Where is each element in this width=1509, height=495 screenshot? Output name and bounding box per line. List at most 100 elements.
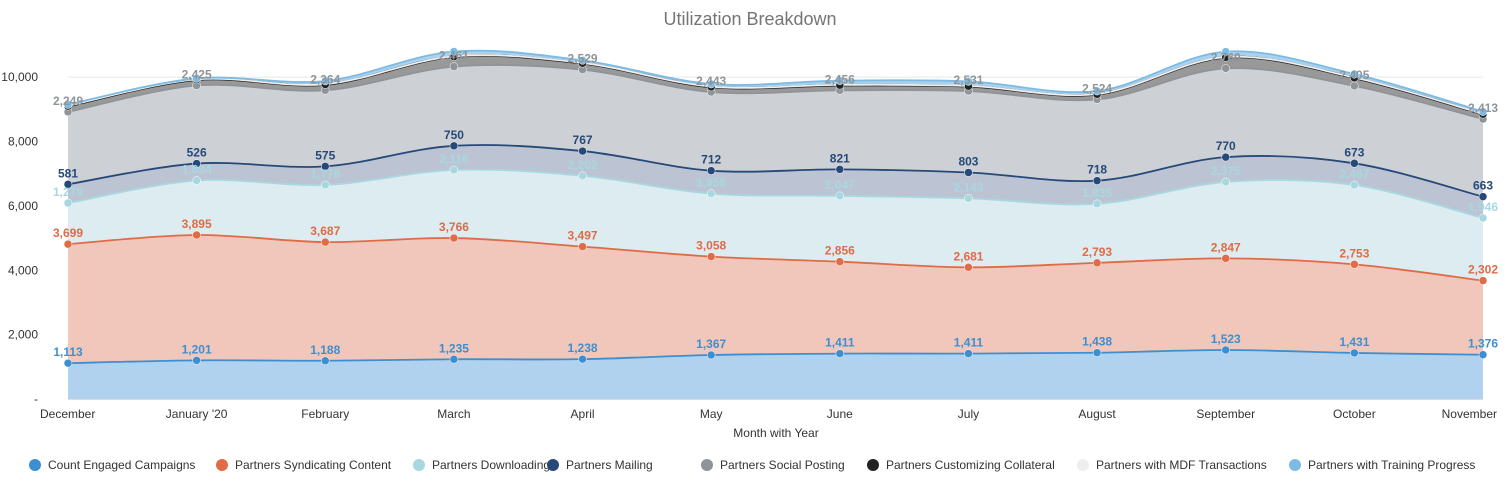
data-label-partners-mailing: 821 xyxy=(830,151,850,165)
y-tick-label: 2,000 xyxy=(8,328,38,342)
y-tick-label: 10,000 xyxy=(1,70,38,84)
data-label-partners-downloading: 2,202 xyxy=(568,158,598,172)
data-label-count-engaged-campaigns: 1,376 xyxy=(1468,337,1498,351)
legend-item-count-engaged-campaigns[interactable]: Count Engaged Campaigns xyxy=(29,458,195,472)
data-label-partners-downloading: 1,694 xyxy=(182,162,212,176)
area-count-engaged-campaigns xyxy=(68,349,1483,399)
point-partners-social-posting xyxy=(1350,81,1359,91)
legend-label: Partners Customizing Collateral xyxy=(886,458,1055,472)
point-count-engaged-campaigns xyxy=(835,349,845,358)
point-partners-downloading xyxy=(63,198,73,208)
data-label-partners-downloading: 1,835 xyxy=(1082,186,1112,200)
data-label-partners-downloading: 2,467 xyxy=(1339,167,1369,181)
data-label-partners-social-posting: 2,443 xyxy=(696,74,726,88)
data-label-partners-mailing: 718 xyxy=(1087,163,1107,177)
data-label-partners-syndicating-content: 3,687 xyxy=(310,224,340,238)
data-label-partners-downloading: 2,143 xyxy=(953,180,983,194)
point-partners-downloading xyxy=(321,180,330,190)
point-partners-downloading xyxy=(835,191,845,201)
point-partners-with-training-progress xyxy=(578,56,587,65)
legend-label: Count Engaged Campaigns xyxy=(48,458,195,472)
legend-item-partners-with-mdf-transactions[interactable]: Partners with MDF Transactions xyxy=(1077,458,1267,472)
x-tick-label: August xyxy=(1078,407,1116,421)
legend-label: Partners with Training Progress xyxy=(1308,458,1475,472)
point-count-engaged-campaigns xyxy=(1092,348,1102,357)
line-partners-syndicating-content xyxy=(67,234,1484,282)
point-partners-mailing xyxy=(1092,176,1102,185)
x-tick-label: June xyxy=(827,407,853,421)
legend-item-partners-social-posting[interactable]: Partners Social Posting xyxy=(701,458,845,472)
legend-label: Partners with MDF Transactions xyxy=(1096,458,1267,472)
y-tick-label: 6,000 xyxy=(8,199,38,213)
point-partners-mailing xyxy=(1221,152,1230,162)
data-label-partners-social-posting: 2,760 xyxy=(1211,50,1241,64)
data-label-partners-downloading: 2,047 xyxy=(825,178,855,192)
data-label-partners-social-posting: 2,456 xyxy=(825,72,855,86)
x-tick-label: February xyxy=(301,407,349,421)
data-label-partners-social-posting: 2,529 xyxy=(568,52,598,66)
data-label-partners-mailing: 767 xyxy=(573,133,593,147)
data-label-partners-mailing: 770 xyxy=(1216,139,1236,153)
point-partners-downloading xyxy=(192,176,201,185)
legend-marker xyxy=(867,459,879,471)
data-label-partners-syndicating-content: 2,681 xyxy=(953,249,983,263)
data-label-partners-mailing: 712 xyxy=(701,153,721,167)
data-label-partners-mailing: 526 xyxy=(187,146,207,160)
point-partners-social-posting xyxy=(449,62,459,71)
legend-marker xyxy=(1289,459,1301,471)
point-count-engaged-campaigns xyxy=(449,355,459,364)
legend-item-partners-with-training-progress[interactable]: Partners with Training Progress xyxy=(1289,458,1475,472)
point-partners-downloading xyxy=(1350,180,1359,190)
point-partners-with-training-progress xyxy=(1092,86,1102,96)
point-partners-syndicating-content xyxy=(1221,254,1230,263)
data-label-partners-syndicating-content: 3,766 xyxy=(439,220,469,234)
legend-label: Partners Mailing xyxy=(566,458,653,472)
x-tick-label: November xyxy=(1442,407,1497,421)
x-tick-label: January '20 xyxy=(166,407,228,421)
point-count-engaged-campaigns xyxy=(321,356,330,366)
point-count-engaged-campaigns xyxy=(706,350,716,360)
point-partners-mailing xyxy=(964,168,973,177)
point-partners-syndicating-content xyxy=(192,230,201,240)
point-partners-with-training-progress xyxy=(964,77,973,86)
point-partners-downloading xyxy=(578,171,587,181)
data-label-partners-syndicating-content: 2,793 xyxy=(1082,245,1112,259)
data-label-partners-social-posting: 2,249 xyxy=(53,94,83,108)
line-partners-with-mdf-transactions xyxy=(67,54,1484,115)
point-partners-with-training-progress xyxy=(706,79,716,89)
data-label-partners-syndicating-content: 2,847 xyxy=(1211,240,1241,254)
point-partners-mailing xyxy=(706,166,716,175)
data-label-count-engaged-campaigns: 1,238 xyxy=(568,341,598,355)
data-label-partners-mailing: 750 xyxy=(444,128,464,142)
point-partners-downloading xyxy=(964,194,973,203)
point-count-engaged-campaigns xyxy=(1221,345,1230,355)
legend-item-partners-customizing-collateral[interactable]: Partners Customizing Collateral xyxy=(867,458,1055,472)
point-partners-downloading xyxy=(1478,213,1488,223)
legend-item-partners-mailing[interactable]: Partners Mailing xyxy=(547,458,653,472)
data-label-partners-downloading: 2,116 xyxy=(439,152,469,166)
point-partners-mailing xyxy=(63,180,73,189)
y-tick-label: 8,000 xyxy=(8,135,38,149)
line-partners-downloading xyxy=(67,168,1484,219)
data-label-partners-social-posting: 2,461 xyxy=(439,49,469,63)
point-partners-syndicating-content xyxy=(1478,276,1488,285)
line-partners-social-posting xyxy=(67,64,1484,120)
point-count-engaged-campaigns xyxy=(1478,350,1488,359)
data-label-partners-downloading: 1,946 xyxy=(1468,200,1498,214)
point-partners-mailing xyxy=(321,162,330,171)
data-label-partners-downloading: 1,778 xyxy=(310,167,340,181)
point-count-engaged-campaigns xyxy=(63,358,73,368)
legend-item-partners-syndicating-content[interactable]: Partners Syndicating Content xyxy=(216,458,392,472)
x-tick-label: April xyxy=(571,407,595,421)
point-partners-syndicating-content xyxy=(63,239,73,249)
line-partners-mailing xyxy=(67,144,1484,198)
x-tick-label: September xyxy=(1196,407,1255,421)
data-label-partners-mailing: 575 xyxy=(315,148,335,162)
data-label-count-engaged-campaigns: 1,523 xyxy=(1211,332,1241,346)
point-partners-syndicating-content xyxy=(1092,258,1102,268)
data-label-partners-social-posting: 2,531 xyxy=(953,73,983,87)
point-partners-mailing xyxy=(578,146,587,156)
point-partners-with-training-progress xyxy=(63,100,73,109)
legend-item-partners-downloading[interactable]: Partners Downloading xyxy=(413,458,550,472)
point-partners-downloading xyxy=(1092,199,1102,209)
